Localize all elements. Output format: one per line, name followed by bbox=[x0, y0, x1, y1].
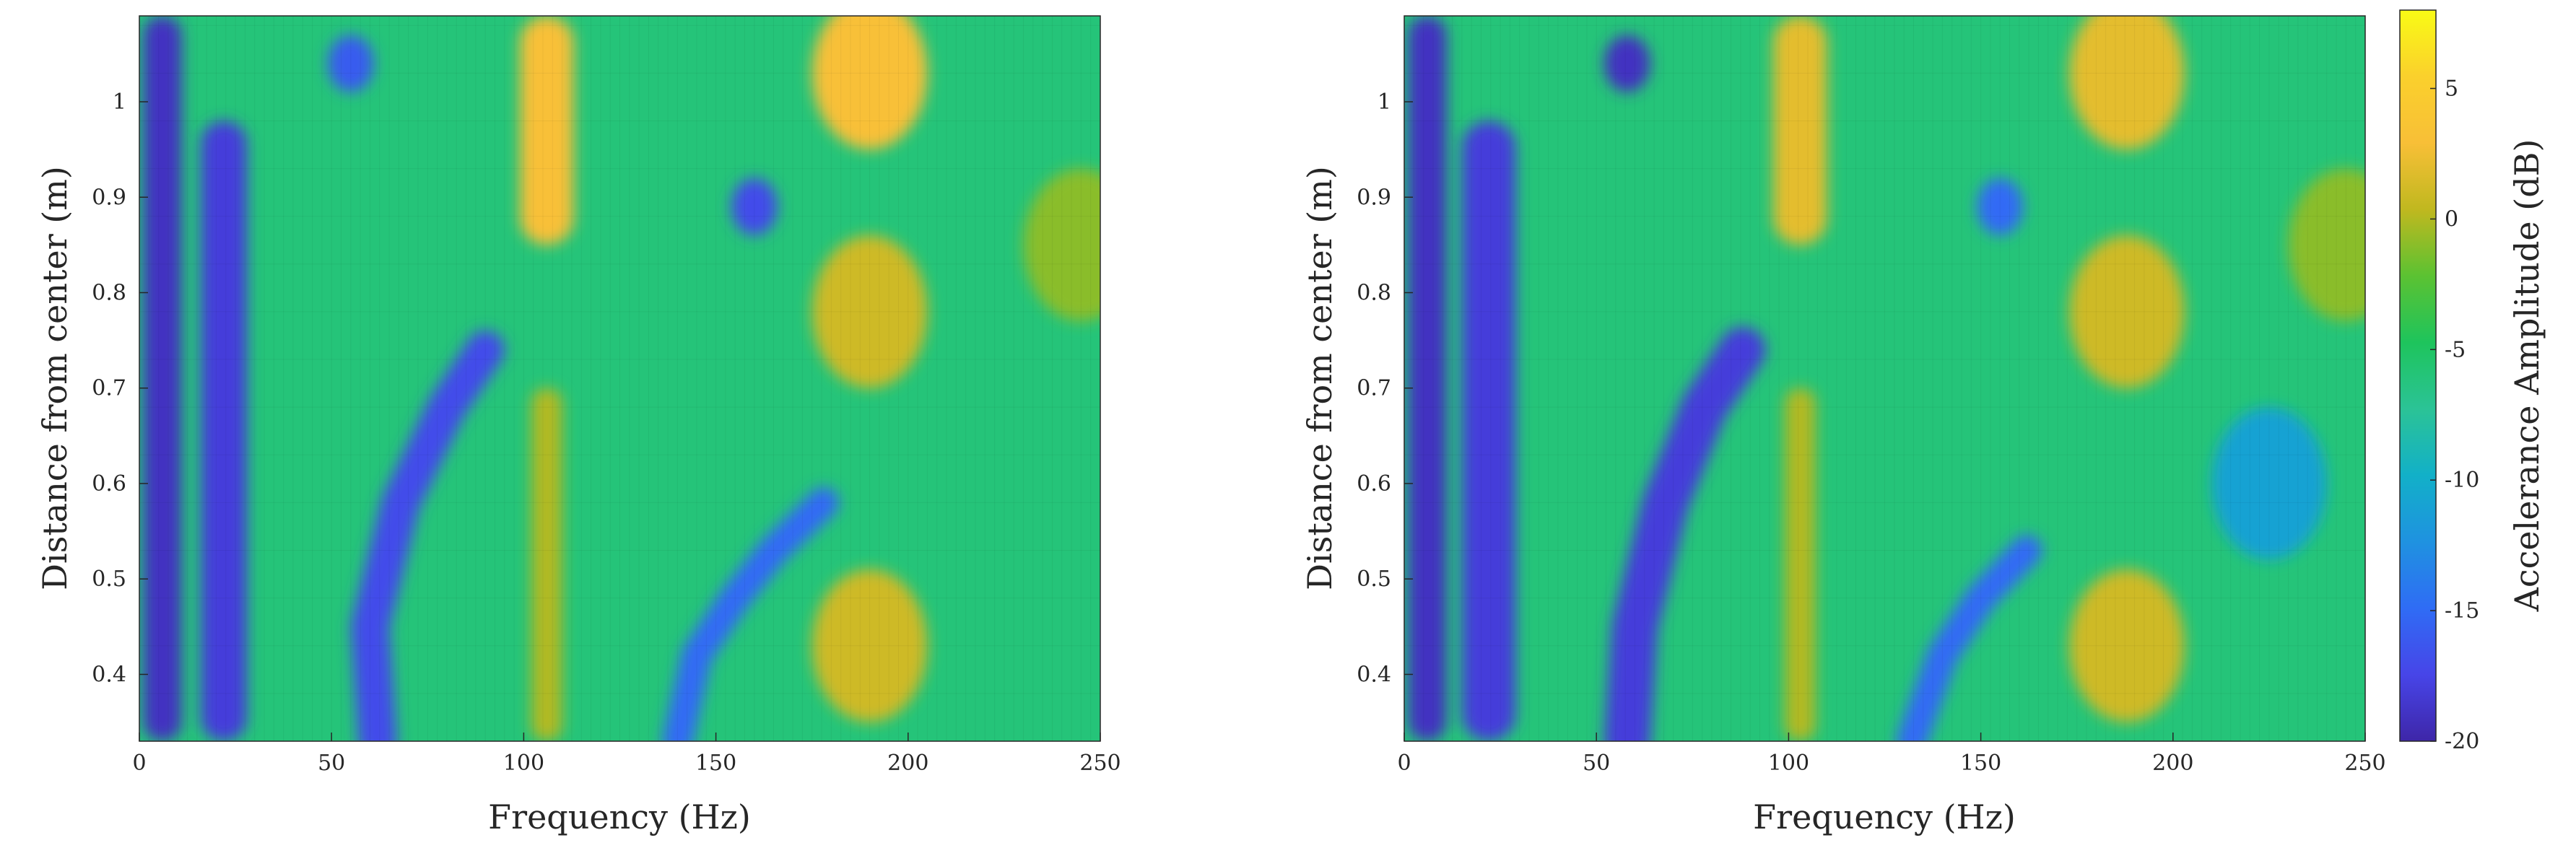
x-axis: 0 50 100 150 200 250 bbox=[1397, 733, 2386, 776]
heatmap-panel-1: 0 50 100 150 200 250 0.4 0.5 0.6 0.7 0.8 0.9 1 Freq… bbox=[35, 15, 1121, 836]
y-tick-label: 0.9 bbox=[92, 185, 126, 210]
y-tick-label: 0.4 bbox=[92, 662, 126, 687]
heatmap-ridge bbox=[350, 331, 505, 741]
heatmap-background bbox=[139, 16, 1100, 741]
heatmap-blob bbox=[2069, 235, 2185, 388]
heatmap-blob bbox=[2069, 16, 2185, 150]
heatmap-blob bbox=[811, 16, 928, 150]
y-tick-label: 0.7 bbox=[92, 376, 126, 401]
y-axis-label: Distance from center (m) bbox=[1300, 166, 1339, 590]
x-tick-label: 100 bbox=[1768, 751, 1809, 776]
plot-frame bbox=[1404, 15, 2366, 742]
heatmap-background bbox=[1404, 16, 2365, 741]
heatmap-ridge bbox=[1896, 535, 2042, 741]
colorbar-tick-label: -20 bbox=[2445, 729, 2479, 754]
colorbar-label: Accelerance Amplitude (dB) bbox=[2507, 139, 2546, 613]
heatmap-ridge bbox=[662, 487, 839, 741]
y-tick-label: 0.6 bbox=[92, 471, 126, 497]
heatmap-band bbox=[1408, 16, 1447, 741]
plot-frame bbox=[139, 15, 1101, 742]
heatmap-ridge bbox=[1604, 326, 1766, 741]
heatmap-hole bbox=[1977, 178, 2024, 236]
heatmap-band bbox=[1785, 388, 1816, 741]
colorbar: -20 -15 -10 -5 0 5 Accelerance Amplitude (dB) bbox=[2399, 9, 2546, 754]
heatmap-features bbox=[143, 16, 1100, 741]
colorbar-tick-label: -10 bbox=[2445, 468, 2479, 493]
x-tick-label: 150 bbox=[695, 751, 736, 776]
y-tick-label: 0.5 bbox=[92, 567, 126, 592]
x-tick-label: 250 bbox=[1079, 751, 1121, 776]
x-tick-label: 250 bbox=[2344, 751, 2385, 776]
y-tick-label: 0.7 bbox=[1357, 376, 1391, 401]
heatmap-blob bbox=[2211, 407, 2327, 560]
y-axis: 0.4 0.5 0.6 0.7 0.8 0.9 1 bbox=[1357, 89, 1413, 687]
colorbar-ticks: -20 -15 -10 -5 0 5 bbox=[2430, 77, 2479, 754]
heatmap-band bbox=[520, 16, 574, 245]
heatmap-band bbox=[1773, 16, 1827, 245]
heatmap-band bbox=[1461, 121, 1516, 741]
heatmap-band bbox=[201, 121, 248, 741]
y-tick-label: 0.6 bbox=[1357, 471, 1391, 497]
y-axis: 0.4 0.5 0.6 0.7 0.8 0.9 1 bbox=[92, 89, 148, 687]
heatmap-hole bbox=[327, 35, 374, 92]
colorbar-tick-label: -5 bbox=[2445, 337, 2466, 362]
y-tick-label: 0.8 bbox=[1357, 280, 1391, 305]
heatmap-surface-2 bbox=[1404, 16, 2365, 741]
y-tick-label: 1 bbox=[113, 89, 126, 115]
x-tick-label: 200 bbox=[887, 751, 928, 776]
y-axis-label: Distance from center (m) bbox=[35, 166, 74, 590]
x-axis-label: Frequency (Hz) bbox=[488, 797, 751, 836]
colorbar-tick-label: -15 bbox=[2445, 598, 2479, 624]
colorbar-gradient bbox=[2399, 9, 2437, 742]
x-tick-label: 100 bbox=[503, 751, 544, 776]
heatmap-grid bbox=[139, 16, 1100, 741]
x-tick-label: 50 bbox=[318, 751, 345, 776]
heatmap-blob bbox=[811, 569, 928, 722]
heatmap-band bbox=[143, 16, 182, 741]
heatmap-surface-1 bbox=[139, 16, 1100, 741]
y-tick-label: 1 bbox=[1378, 89, 1391, 115]
y-tick-label: 0.4 bbox=[1357, 662, 1391, 687]
x-tick-label: 50 bbox=[1583, 751, 1610, 776]
heatmap-blob bbox=[2069, 569, 2185, 722]
y-tick-label: 0.9 bbox=[1357, 185, 1391, 210]
colorbar-tick-label: 0 bbox=[2445, 206, 2458, 232]
x-axis-label: Frequency (Hz) bbox=[1753, 797, 2016, 836]
x-tick-label: 0 bbox=[1397, 751, 1411, 776]
heatmap-blob bbox=[1023, 168, 1100, 322]
colorbar-tick-label: 5 bbox=[2445, 77, 2458, 102]
heatmap-hole bbox=[731, 178, 778, 236]
heatmap-panel-2: 0 50 100 150 200 250 0.4 0.5 0.6 0.7 0.8 0.9 1 Freq… bbox=[1300, 15, 2386, 836]
heatmap-hole bbox=[1604, 35, 1650, 92]
y-tick-label: 0.8 bbox=[92, 280, 126, 305]
heatmap-blob bbox=[2288, 168, 2365, 322]
x-tick-label: 150 bbox=[1960, 751, 2001, 776]
heatmap-band bbox=[531, 388, 562, 741]
heatmap-features bbox=[1408, 16, 2365, 741]
x-tick-label: 200 bbox=[2152, 751, 2193, 776]
heatmap-grid bbox=[1404, 16, 2365, 741]
y-tick-label: 0.5 bbox=[1357, 567, 1391, 592]
heatmap-blob bbox=[811, 235, 928, 388]
x-axis: 0 50 100 150 200 250 bbox=[132, 733, 1121, 776]
x-tick-label: 0 bbox=[132, 751, 146, 776]
